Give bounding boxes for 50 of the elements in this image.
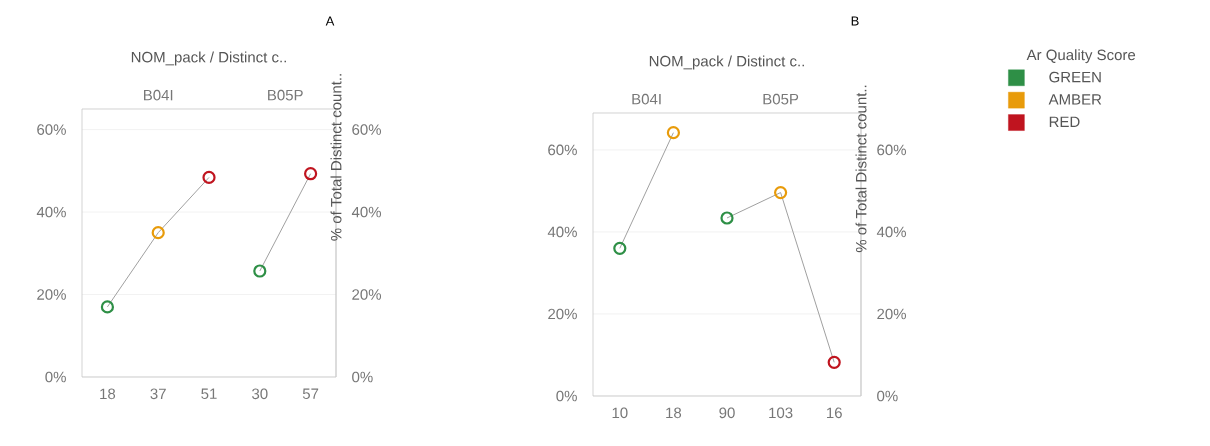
y2-tick-label: 60% <box>877 144 907 156</box>
x-tick-label: 10 <box>612 407 628 419</box>
point <box>100 300 115 314</box>
text: B04I <box>144 89 173 101</box>
point <box>827 355 841 369</box>
point <box>613 241 627 255</box>
text: B05P <box>763 93 799 105</box>
y-tick-label: 0% <box>556 390 577 402</box>
point <box>202 170 216 185</box>
y2-tick-label: 40% <box>351 206 382 218</box>
y2-tick-label: 0% <box>352 371 373 383</box>
x-tick-label: 51 <box>201 388 217 399</box>
x-tick-label: 57 <box>302 388 319 399</box>
x-tick-label: 90 <box>719 407 735 419</box>
y2-tick-label: 20% <box>877 308 907 320</box>
text: B05P <box>268 89 303 101</box>
point <box>304 167 318 181</box>
chart-title: B <box>851 16 859 26</box>
chart-title: A <box>325 16 335 26</box>
x-tick-label: 37 <box>150 388 166 400</box>
y-tick-label: 0% <box>45 371 66 383</box>
y2-tick-label: 0% <box>877 390 898 402</box>
x-axis-title: NOM_pack / Distinct c.. <box>131 51 286 66</box>
y-tick-label: 40% <box>547 226 577 238</box>
y-tick-label: 60% <box>37 124 66 135</box>
point <box>151 226 165 240</box>
x-tick-label: 103 <box>769 407 793 419</box>
x-tick-label: 16 <box>827 407 842 419</box>
x-tick-label: 18 <box>100 388 116 400</box>
legend-label: AMBER <box>1048 94 1102 105</box>
point <box>253 264 267 278</box>
point <box>666 126 681 140</box>
legend-title: Ar Quality Score <box>1026 49 1136 64</box>
y-tick-label: 20% <box>37 289 66 300</box>
y2-tick-label: 20% <box>352 289 382 300</box>
legend-label: RED <box>1049 116 1080 127</box>
y2-axis-title: % of Total Distinct count.. <box>855 85 867 253</box>
legend-label: GREEN <box>1049 71 1101 83</box>
text: B04I <box>632 93 661 105</box>
y2-axis-title: % of Total Distinct count.. <box>330 74 342 241</box>
x-tick-label: 30 <box>252 388 268 400</box>
y2-tick-label: 60% <box>352 124 382 135</box>
y-tick-label: 40% <box>36 206 66 218</box>
x-axis-title: NOM_pack / Distinct c.. <box>649 55 804 70</box>
x-tick-label: 18 <box>666 407 682 419</box>
point <box>720 211 734 225</box>
point <box>774 185 788 200</box>
y2-tick-label: 40% <box>876 226 907 238</box>
y-tick-label: 20% <box>548 308 577 320</box>
y-tick-label: 60% <box>548 144 577 156</box>
